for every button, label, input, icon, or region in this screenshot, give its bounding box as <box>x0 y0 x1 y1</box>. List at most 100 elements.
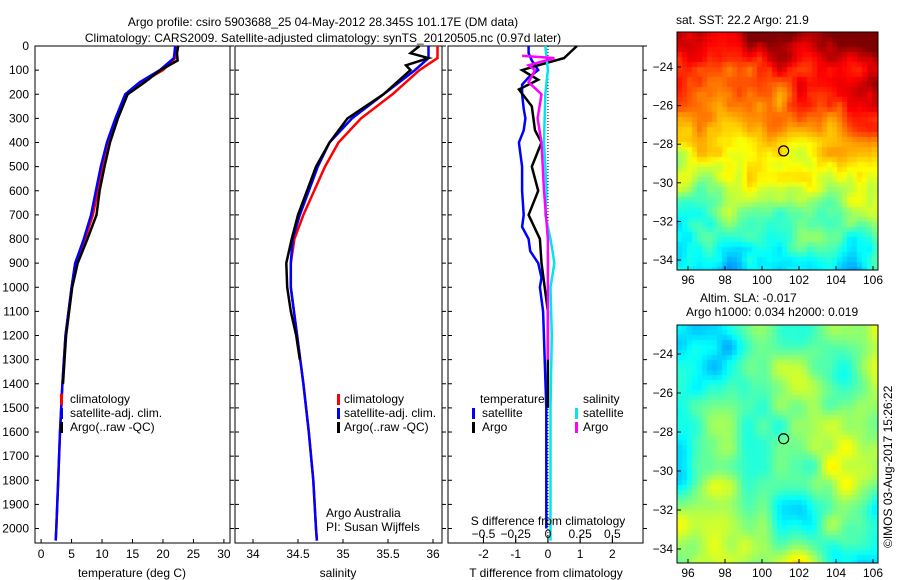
sla-title: Altim. SLA: -0.017 <box>700 291 797 305</box>
y-tick-label: 2000 <box>2 522 29 536</box>
x-tick-label: 15 <box>126 547 140 561</box>
legend-label: Argo(..raw -QC) <box>70 420 155 434</box>
argo-height-title: Argo h1000: 0.034 h2000: 0.019 <box>686 305 858 319</box>
x-axis-label: temperature (deg C) <box>78 566 186 580</box>
legend-swatch <box>575 422 578 433</box>
x-tick-label: 34.5 <box>286 547 310 561</box>
legend-swatch-argo <box>60 422 63 433</box>
x-tick-label: -1 <box>510 547 521 561</box>
y-tick-label: 1400 <box>2 377 29 391</box>
x-tick-label: 34 <box>246 547 260 561</box>
series-argo-raw-qc- <box>285 45 433 360</box>
x2-tick-label: 0 <box>545 527 552 541</box>
y-tick-label: 300 <box>9 111 29 125</box>
lon-tick-label: 96 <box>681 273 695 287</box>
difference-panel: -2 -1 0 1 2 −0.5 −0.25 0 0.25 0.5 <box>447 45 647 561</box>
legend-swatch-satellite <box>337 408 340 419</box>
lat-tick-label: −34 <box>653 542 674 556</box>
y-tick-label: 1500 <box>2 401 29 415</box>
series-argo-raw-qc- <box>61 45 180 384</box>
x-tick-label: 30 <box>217 547 231 561</box>
y-tick-label: 1900 <box>2 497 29 511</box>
legend-heading-temperature: temperature <box>480 392 545 406</box>
legend-label: Argo(..raw -QC) <box>344 420 429 434</box>
x-tick-label: 20 <box>156 547 170 561</box>
plot-frame <box>34 45 231 544</box>
x-tick-label: 0 <box>545 547 552 561</box>
salinity-panel: 34 34.5 35 35.5 36 <box>234 45 446 561</box>
x-axis-label: salinity <box>320 566 357 580</box>
sla-map <box>677 325 878 563</box>
x-tick-label: 25 <box>187 547 201 561</box>
x-tick-label: 35.5 <box>376 547 400 561</box>
x-axis-label: T difference from climatology <box>469 566 623 580</box>
x2-tick-label: −0.25 <box>500 527 531 541</box>
lon-tick-label: 102 <box>789 273 809 287</box>
title-line1: Argo profile: csiro 5903688_25 04-May-20… <box>128 15 518 29</box>
legend-heading-salinity: salinity <box>583 392 620 406</box>
x2-tick-label: −0.5 <box>472 527 496 541</box>
lat-tick-label: −34 <box>653 253 674 267</box>
lat-tick-label: −26 <box>653 99 674 113</box>
lat-tick-label: −28 <box>653 137 674 151</box>
y-tick-label: 500 <box>9 160 29 174</box>
annotation-line2: PI: Susan Wijffels <box>326 520 420 534</box>
x-tick-label: 2 <box>609 547 616 561</box>
y-tick-label: 100 <box>9 63 29 77</box>
x-tick-label: 1 <box>577 547 584 561</box>
legend-label: satellite <box>583 406 624 420</box>
lat-tick-label: −32 <box>653 503 674 517</box>
annotation-line1: Argo Australia <box>326 506 401 520</box>
y-tick-label: 200 <box>9 87 29 101</box>
x2-axis-label: S difference from climatology <box>471 514 626 528</box>
lon-tick-label: 106 <box>863 273 883 287</box>
diff-legend: temperature salinity satellite Argo sate… <box>471 392 626 528</box>
map-frame <box>676 324 879 564</box>
x2-tick-label: 0.25 <box>568 527 592 541</box>
legend-label: climatology <box>70 392 130 406</box>
lon-tick-label: 104 <box>826 566 846 580</box>
lon-tick-label: 104 <box>826 273 846 287</box>
legend-label: Argo <box>482 420 508 434</box>
x-tick-label: -2 <box>478 547 489 561</box>
y-tick-label: 1000 <box>2 280 29 294</box>
y-tick-label: 400 <box>9 136 29 150</box>
lat-tick-label: −32 <box>653 214 674 228</box>
x-tick-label: 10 <box>95 547 109 561</box>
sal-legend: climatology satellite-adj. clim. Argo(..… <box>326 392 436 534</box>
y-tick-label: 900 <box>9 256 29 270</box>
legend-swatch-climatology <box>337 394 340 405</box>
sst-map-axes: 96 98 100 102 104 106 −24 −26 −28 −30 −32 −34 <box>653 31 883 287</box>
legend-label: satellite <box>482 406 523 420</box>
series-satellite-adj-clim- <box>54 45 177 541</box>
y-tick-label: 0 <box>22 39 29 53</box>
legend-swatch <box>472 408 475 419</box>
legend-label: Argo <box>583 420 609 434</box>
lat-tick-label: −30 <box>653 176 674 190</box>
series-salinity-argo <box>522 54 555 360</box>
credit: ©IMOS 03-Aug-2017 15:26:22 <box>881 385 895 548</box>
title-line2: Climatology: CARS2009. Satellite-adjuste… <box>85 31 561 45</box>
lon-tick-label: 100 <box>752 566 772 580</box>
legend-label: satellite-adj. clim. <box>70 406 162 420</box>
temp-legend: climatology satellite-adj. clim. Argo(..… <box>60 392 162 434</box>
legend-swatch <box>472 422 475 433</box>
y-tick-label: 1300 <box>2 353 29 367</box>
x-tick-label: 5 <box>68 547 75 561</box>
legend-label: climatology <box>344 392 404 406</box>
legend-swatch-climatology <box>60 394 63 405</box>
lon-tick-label: 106 <box>863 566 883 580</box>
legend-label: satellite-adj. clim. <box>344 406 436 420</box>
lon-tick-label: 96 <box>681 566 695 580</box>
x-tick-label: 0 <box>38 547 45 561</box>
x-tick-label: 35 <box>336 547 350 561</box>
lon-tick-label: 98 <box>718 566 732 580</box>
lat-tick-label: −24 <box>653 347 674 361</box>
y-tick-label: 1200 <box>2 329 29 343</box>
y-tick-label: 800 <box>9 232 29 246</box>
y-tick-label: 1100 <box>3 304 29 318</box>
series-salinity-satellite <box>542 45 556 541</box>
temperature-panel: 0 5 10 15 20 25 300100200300400500600700800900… <box>2 39 234 561</box>
x2-tick-label: 0.5 <box>604 527 621 541</box>
